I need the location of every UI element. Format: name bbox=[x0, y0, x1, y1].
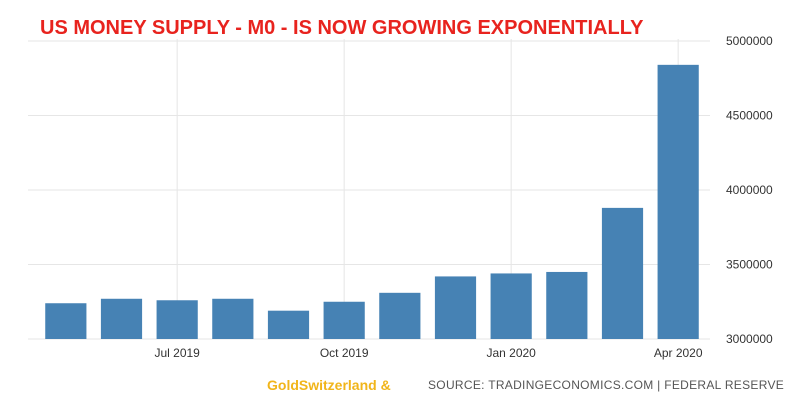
source-credit: SOURCE: TRADINGECONOMICS.COM | FEDERAL R… bbox=[428, 378, 784, 392]
chart-title: US MONEY SUPPLY - M0 - IS NOW GROWING EX… bbox=[40, 17, 644, 39]
bar-jun-2019 bbox=[100, 298, 143, 339]
y-tick-label: 3000000 bbox=[726, 332, 773, 346]
y-tick-label: 3500000 bbox=[726, 258, 773, 272]
y-tick-label: 4000000 bbox=[726, 183, 773, 197]
bar-mar-2020 bbox=[601, 207, 644, 339]
bar-apr-2020 bbox=[657, 64, 699, 339]
bar-sep-2019 bbox=[267, 310, 310, 339]
y-tick-label: 5000000 bbox=[726, 34, 773, 48]
x-tick-label: Jul 2019 bbox=[154, 346, 200, 360]
bar-aug-2019 bbox=[212, 298, 254, 339]
x-tick-label: Apr 2020 bbox=[654, 346, 703, 360]
bar-nov-2019 bbox=[379, 292, 421, 339]
bar-may-2019 bbox=[45, 303, 87, 339]
y-tick-label: 4500000 bbox=[726, 109, 773, 123]
bar-jan-2020 bbox=[490, 273, 532, 339]
brand-logo-text: GoldSwitzerland & bbox=[267, 377, 391, 393]
bars-layer bbox=[45, 64, 699, 339]
x-tick-label: Jan 2020 bbox=[486, 346, 536, 360]
x-tick-label: Oct 2019 bbox=[320, 346, 369, 360]
grid-layer bbox=[28, 39, 710, 340]
y-axis: 3000000 3500000 4000000 4500000 5000000 bbox=[726, 34, 773, 346]
bar-jul-2019 bbox=[156, 300, 198, 339]
x-axis: Jul 2019 Oct 2019 Jan 2020 Apr 2020 bbox=[154, 346, 702, 360]
bar-feb-2020 bbox=[546, 271, 588, 339]
bar-oct-2019 bbox=[323, 301, 365, 339]
bar-dec-2019 bbox=[434, 276, 477, 339]
